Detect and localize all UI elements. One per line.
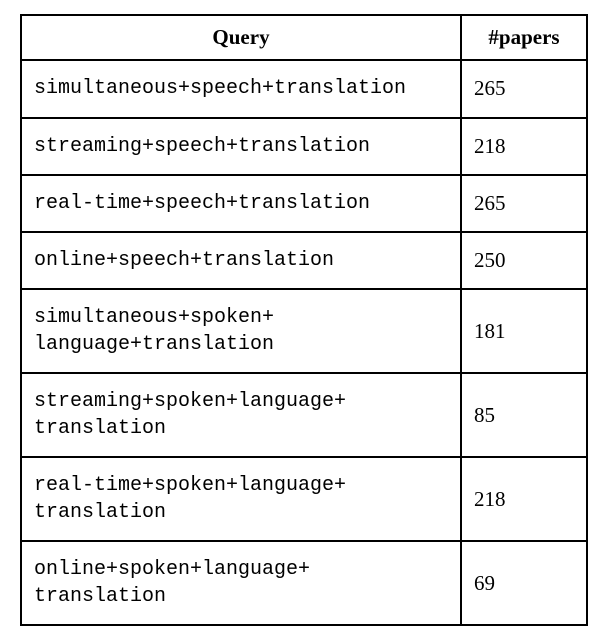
papers-cell: 265 [461, 175, 587, 232]
col-header-papers: #papers [461, 15, 587, 60]
table-row: real-time+spoken+language+ translation 2… [21, 457, 587, 541]
query-cell: real-time+spoken+language+ translation [21, 457, 461, 541]
table-container: Query #papers simultaneous+speech+transl… [0, 0, 608, 640]
table-row: streaming+spoken+language+ translation 8… [21, 373, 587, 457]
table-row: streaming+speech+translation 218 [21, 118, 587, 175]
col-header-query: Query [21, 15, 461, 60]
table-row: online+speech+translation 250 [21, 232, 587, 289]
papers-cell: 218 [461, 457, 587, 541]
papers-cell: 265 [461, 60, 587, 117]
table-row: real-time+speech+translation 265 [21, 175, 587, 232]
papers-cell: 69 [461, 541, 587, 625]
query-cell: online+speech+translation [21, 232, 461, 289]
query-cell: online+spoken+language+ translation [21, 541, 461, 625]
table-row: simultaneous+spoken+ language+translatio… [21, 289, 587, 373]
query-cell: simultaneous+spoken+ language+translatio… [21, 289, 461, 373]
query-papers-table: Query #papers simultaneous+speech+transl… [20, 14, 588, 626]
table-row: online+spoken+language+ translation 69 [21, 541, 587, 625]
papers-cell: 218 [461, 118, 587, 175]
query-cell: real-time+speech+translation [21, 175, 461, 232]
query-cell: streaming+speech+translation [21, 118, 461, 175]
papers-cell: 85 [461, 373, 587, 457]
query-cell: streaming+spoken+language+ translation [21, 373, 461, 457]
papers-cell: 250 [461, 232, 587, 289]
papers-cell: 181 [461, 289, 587, 373]
query-cell: simultaneous+speech+translation [21, 60, 461, 117]
table-row: simultaneous+speech+translation 265 [21, 60, 587, 117]
table-header-row: Query #papers [21, 15, 587, 60]
